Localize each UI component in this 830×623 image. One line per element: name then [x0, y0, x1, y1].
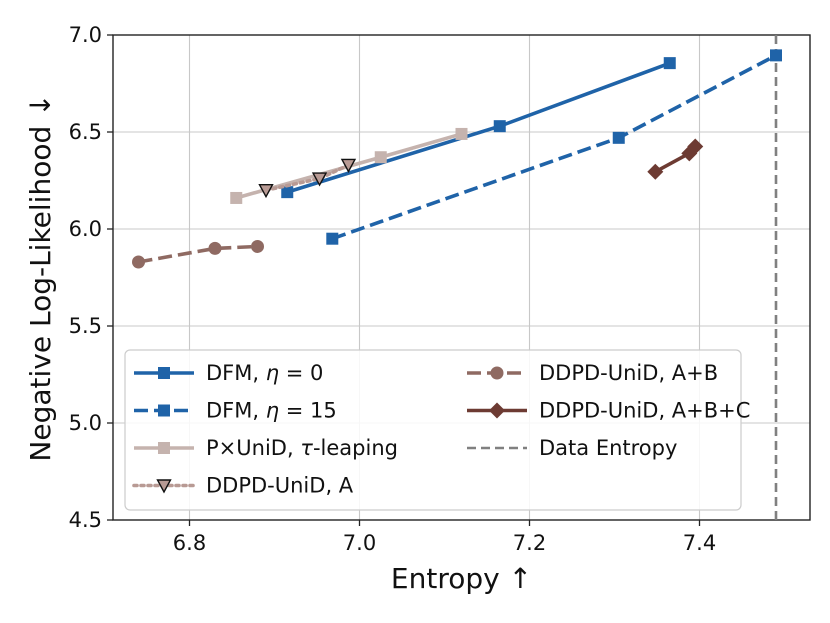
data-point	[647, 163, 664, 180]
y-tick-label: 5.0	[69, 411, 102, 435]
y-tick-label: 7.0	[69, 23, 102, 47]
legend-label: DFM, η = 0	[206, 361, 323, 385]
series-line	[286, 61, 671, 194]
legend-item: Data Entropy	[467, 436, 677, 460]
x-tick-label: 7.4	[683, 531, 716, 555]
data-point	[493, 120, 506, 133]
series-0	[281, 57, 676, 199]
y-tick-label: 4.5	[69, 508, 102, 532]
x-tick-label: 6.8	[173, 531, 206, 555]
legend-marker	[489, 402, 505, 419]
y-axis-title: Negative Log-Likelihood ↓	[24, 93, 57, 461]
y-tick-label: 6.0	[69, 217, 102, 241]
data-point	[230, 191, 243, 204]
legend-label: DDPD-UniD, A	[206, 474, 354, 498]
series-5	[647, 138, 704, 180]
series-2	[230, 127, 468, 204]
legend-item: DDPD-UniD, A	[132, 474, 354, 498]
data-point	[687, 138, 704, 155]
data-point	[208, 241, 222, 255]
plot-frame	[112, 34, 811, 521]
series-3	[258, 158, 357, 199]
series-4	[132, 239, 264, 269]
data-point	[326, 232, 339, 245]
legend-label: Data Entropy	[539, 436, 677, 460]
legend-marker	[158, 367, 170, 379]
legend-marker	[490, 366, 504, 380]
data-point	[132, 255, 145, 269]
data-point	[340, 158, 357, 173]
x-tick-label: 7.2	[513, 531, 546, 555]
y-tick-label: 6.5	[69, 120, 102, 144]
legend: DFM, η = 0 DFM, η = 15 P×UniD, τ-leaping DD…	[124, 349, 750, 511]
y-tick-label: 5.5	[69, 314, 102, 338]
series-group	[132, 49, 782, 269]
legend-box	[124, 349, 742, 511]
data-point	[258, 183, 274, 199]
legend-label: DDPD-UniD, A+B+C	[539, 399, 750, 423]
legend-marker	[158, 404, 170, 417]
legend-label: P×UniD, τ-leaping	[206, 436, 398, 460]
data-point	[455, 127, 468, 140]
data-point	[311, 172, 328, 187]
legend-marker	[156, 479, 172, 494]
series-1	[326, 49, 782, 245]
legend-item: DDPD-UniD, A+B+C	[467, 399, 750, 423]
data-point	[374, 151, 387, 164]
series-line	[138, 244, 258, 264]
data-point	[770, 49, 782, 62]
legend-item: DFM, η = 0	[134, 361, 323, 385]
legend-item: P×UniD, τ-leaping	[134, 436, 398, 460]
ticks-group: 6.8 7.0 7.2 7.4 4.5 5.0 5.5 6.0 6.5 7.0	[69, 23, 717, 555]
legend-label: DDPD-UniD, A+B	[539, 361, 718, 385]
legend-label: DFM, η = 15	[206, 399, 337, 423]
legend-item: DDPD-UniD, A+B	[467, 361, 718, 385]
x-tick-label: 7.0	[343, 531, 376, 555]
data-point	[612, 131, 625, 144]
data-point	[281, 186, 294, 199]
legend-marker	[158, 442, 170, 454]
x-axis-title: Entropy ↑	[391, 562, 532, 595]
legend-item: DFM, η = 15	[134, 399, 337, 423]
data-point	[251, 239, 264, 253]
data-point	[663, 57, 676, 70]
series-line	[331, 53, 777, 241]
